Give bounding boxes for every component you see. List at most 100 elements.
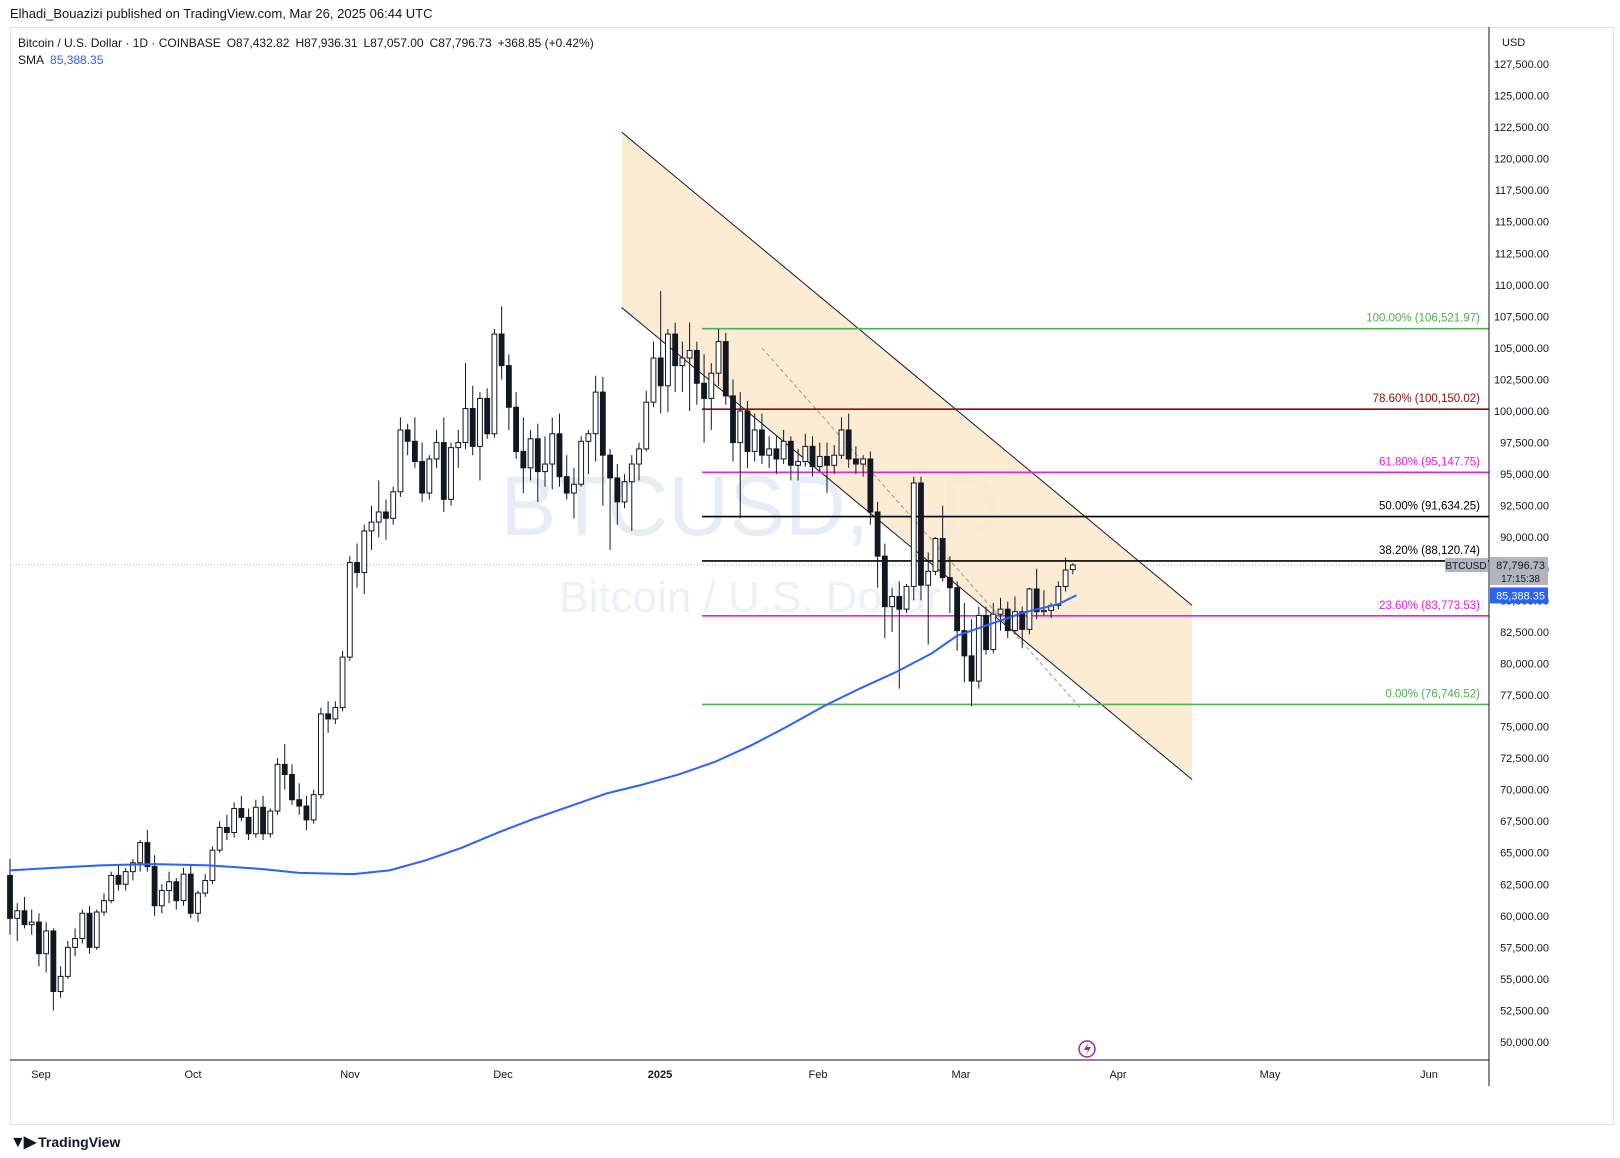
candle[interactable]: [216, 821, 223, 853]
candle[interactable]: [332, 701, 339, 724]
candle[interactable]: [650, 341, 657, 408]
candle[interactable]: [795, 448, 801, 481]
candle[interactable]: [354, 543, 360, 588]
candle[interactable]: [180, 867, 187, 906]
candle[interactable]: [346, 556, 353, 661]
candle[interactable]: [404, 423, 411, 456]
candle[interactable]: [267, 808, 274, 838]
candle[interactable]: [50, 928, 57, 1011]
candle[interactable]: [542, 436, 548, 487]
candle[interactable]: [701, 354, 707, 443]
candle[interactable]: [975, 606, 982, 689]
candle[interactable]: [513, 392, 520, 459]
candle[interactable]: [202, 874, 209, 897]
candle[interactable]: [520, 417, 527, 494]
candle[interactable]: [737, 392, 744, 519]
candle[interactable]: [505, 354, 512, 430]
channel-lower-line[interactable]: [621, 307, 1193, 780]
candle[interactable]: [252, 799, 259, 838]
candle[interactable]: [310, 789, 317, 824]
candle[interactable]: [990, 602, 997, 654]
candle[interactable]: [665, 329, 671, 413]
candle[interactable]: [889, 587, 895, 632]
channel-upper-line[interactable]: [621, 131, 1193, 606]
candle[interactable]: [599, 376, 606, 506]
candle[interactable]: [881, 543, 888, 639]
candle[interactable]: [21, 896, 28, 929]
candle[interactable]: [462, 363, 469, 449]
candle[interactable]: [361, 524, 368, 595]
candle[interactable]: [36, 913, 42, 967]
candle[interactable]: [816, 442, 823, 472]
candle[interactable]: [556, 413, 563, 487]
candle[interactable]: [325, 701, 332, 733]
candle[interactable]: [961, 602, 968, 683]
candle[interactable]: [130, 859, 136, 881]
candle[interactable]: [491, 329, 498, 438]
candle[interactable]: [679, 341, 686, 393]
candle[interactable]: [411, 417, 418, 468]
candle[interactable]: [773, 436, 780, 475]
candle[interactable]: [1040, 590, 1047, 616]
candle[interactable]: [968, 619, 975, 707]
candle[interactable]: [614, 464, 621, 525]
candle[interactable]: [867, 451, 874, 525]
candle[interactable]: [455, 429, 462, 468]
candle[interactable]: [419, 442, 426, 502]
candle[interactable]: [122, 867, 129, 891]
candle[interactable]: [730, 379, 736, 462]
candle[interactable]: [657, 291, 664, 414]
candle[interactable]: [57, 966, 64, 998]
candle[interactable]: [390, 486, 397, 525]
candle[interactable]: [448, 442, 454, 506]
candle[interactable]: [954, 581, 961, 651]
candle[interactable]: [238, 795, 245, 822]
candle[interactable]: [766, 436, 773, 468]
candle[interactable]: [910, 476, 917, 601]
candle[interactable]: [759, 413, 765, 465]
candle[interactable]: [195, 890, 201, 923]
candle[interactable]: [838, 417, 845, 459]
candle[interactable]: [245, 808, 252, 841]
candle[interactable]: [903, 583, 910, 613]
candle[interactable]: [592, 375, 599, 462]
candle[interactable]: [484, 388, 491, 439]
candle[interactable]: [158, 884, 165, 914]
candle[interactable]: [28, 909, 35, 935]
sma-line[interactable]: [9, 594, 1077, 876]
candle[interactable]: [693, 341, 700, 405]
candle[interactable]: [997, 597, 1004, 631]
candle[interactable]: [72, 928, 78, 957]
candle[interactable]: [397, 417, 404, 497]
candle[interactable]: [368, 505, 375, 550]
candle[interactable]: [939, 505, 946, 582]
candle[interactable]: [845, 413, 852, 468]
candle[interactable]: [918, 476, 924, 601]
candle[interactable]: [549, 417, 556, 490]
candle[interactable]: [947, 556, 953, 613]
candle[interactable]: [64, 941, 71, 979]
candle[interactable]: [231, 802, 238, 838]
candle[interactable]: [896, 581, 903, 689]
candle[interactable]: [563, 455, 570, 500]
candle[interactable]: [296, 783, 303, 815]
candle[interactable]: [166, 871, 172, 904]
candle[interactable]: [578, 436, 585, 487]
candle[interactable]: [802, 433, 809, 467]
candle[interactable]: [932, 537, 939, 576]
candle[interactable]: [43, 922, 50, 973]
candle[interactable]: [1033, 568, 1040, 620]
candle[interactable]: [1062, 557, 1069, 592]
candle[interactable]: [853, 446, 859, 475]
candle[interactable]: [339, 650, 346, 712]
candle[interactable]: [925, 552, 932, 645]
candle[interactable]: [108, 871, 115, 904]
candle[interactable]: [375, 480, 382, 538]
candle[interactable]: [643, 390, 650, 452]
candle[interactable]: [281, 744, 288, 790]
candle[interactable]: [14, 903, 21, 942]
candle[interactable]: [571, 467, 577, 519]
candle[interactable]: [93, 909, 100, 950]
candle[interactable]: [1069, 563, 1076, 575]
